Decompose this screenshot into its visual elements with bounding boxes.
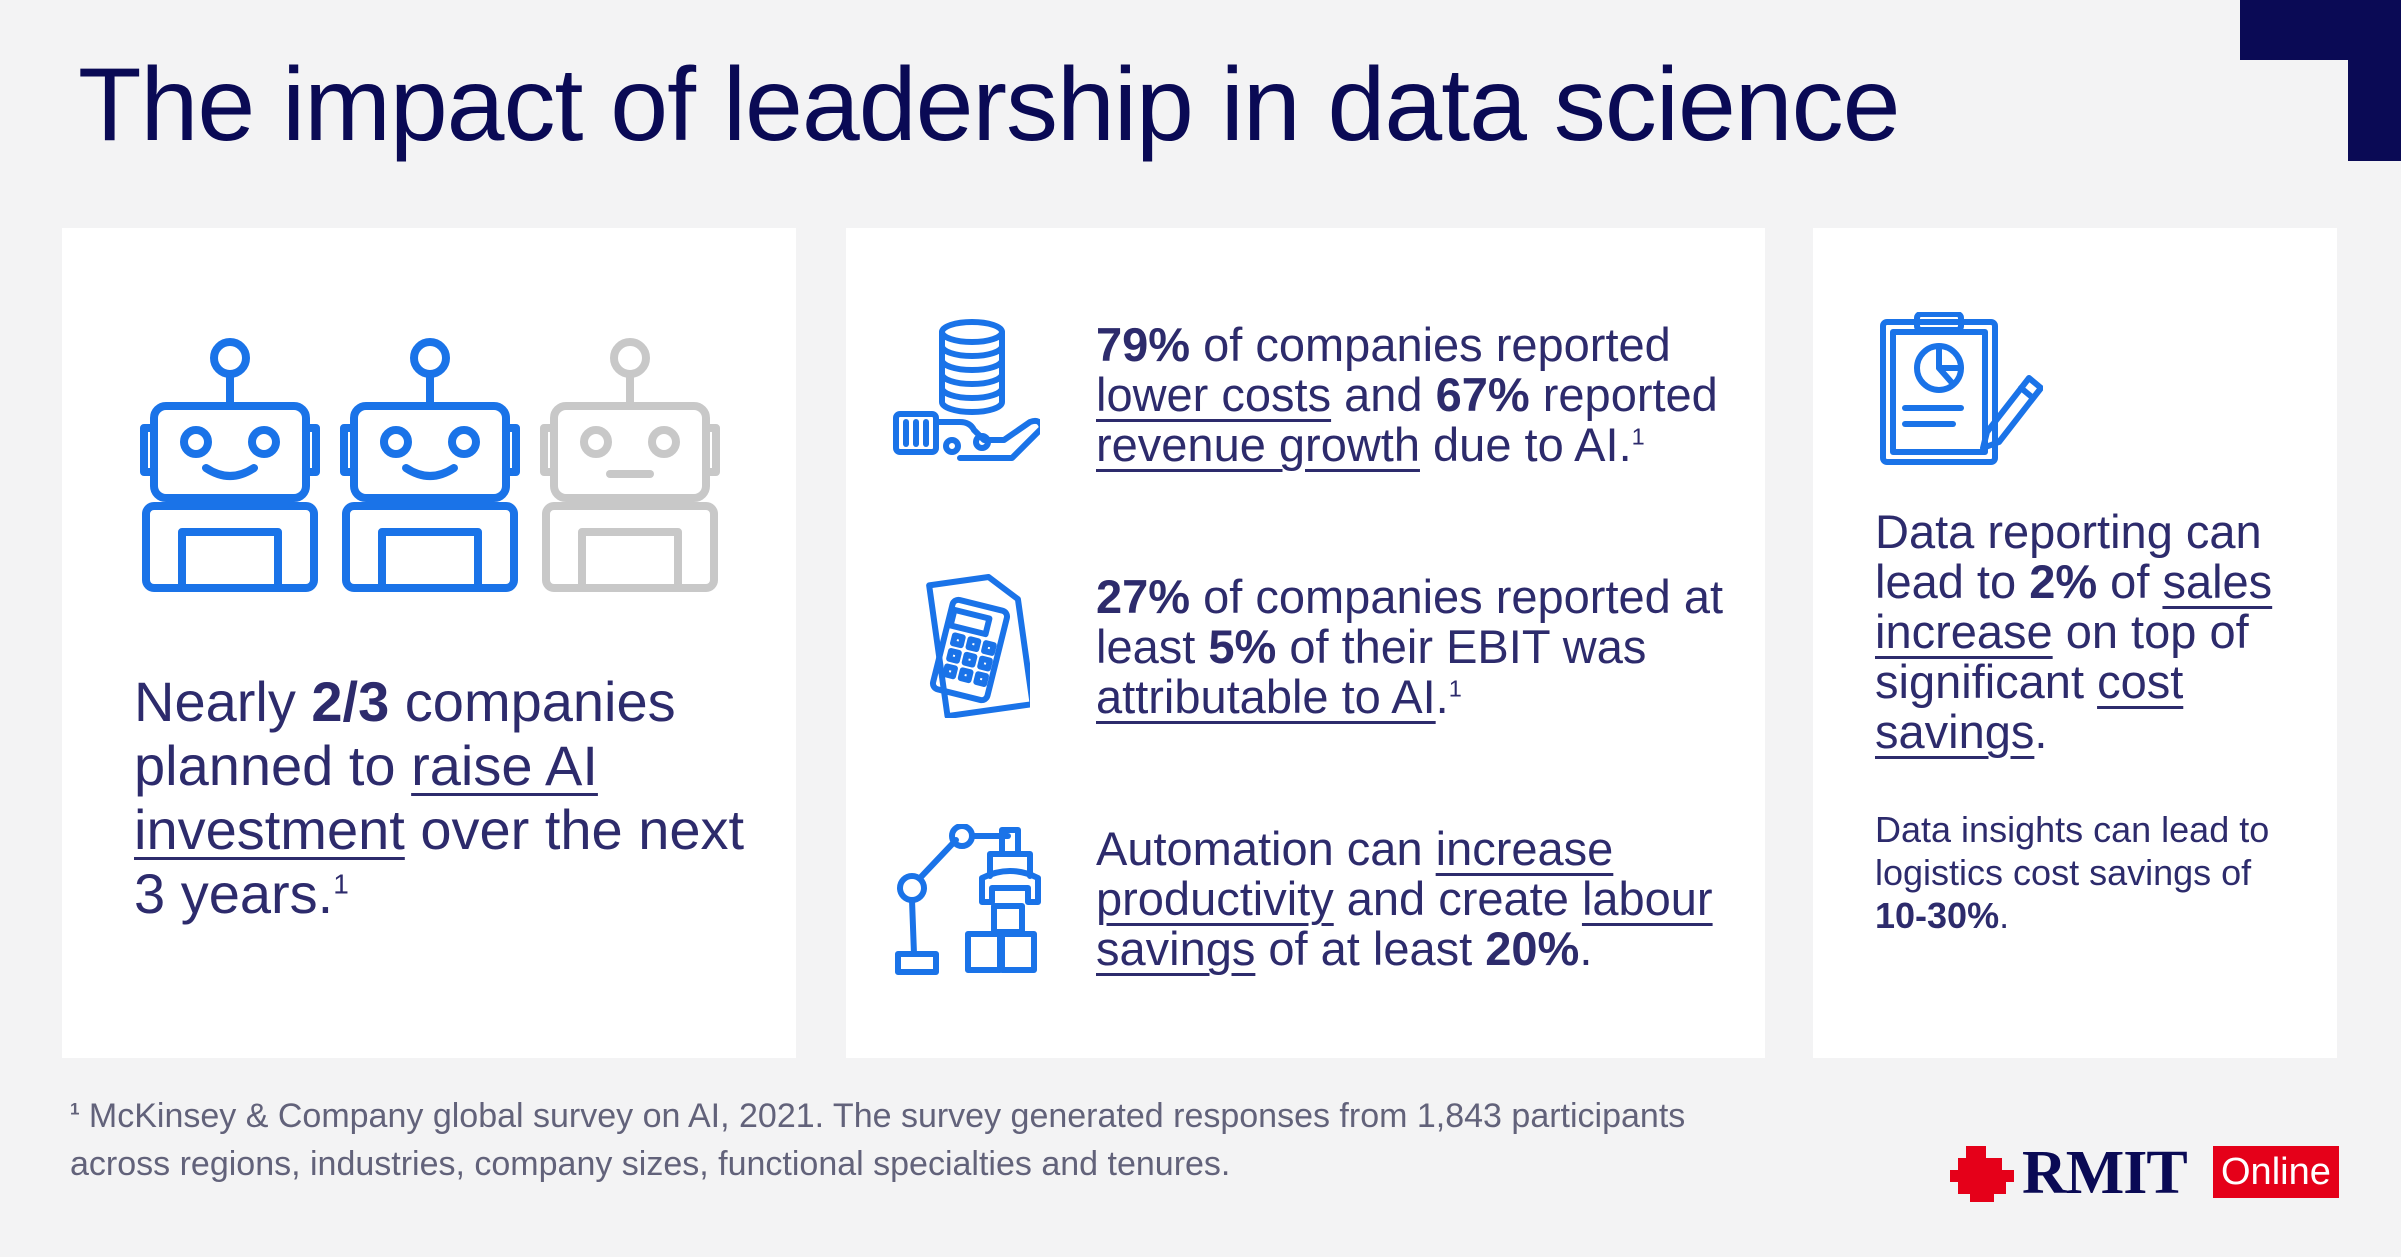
- robot-icon-neutral-gray: [540, 338, 720, 592]
- robot-icon-smiling: [140, 338, 320, 592]
- robotic-arm-icon: [895, 824, 1041, 975]
- page-title: The impact of leadership in data science: [78, 47, 1900, 163]
- ai-investment-card: Nearly 2/3 companies planned to raise AI…: [62, 228, 796, 1058]
- ai-stats-card: 79% of companies reported lower costs an…: [846, 228, 1765, 1058]
- automation-stat: Automation can increase productivity and…: [1096, 822, 1713, 975]
- lower-costs-link[interactable]: lower costs: [1096, 368, 1332, 421]
- robot-icon-smiling: [340, 338, 520, 592]
- online-badge: Online: [2213, 1146, 2339, 1198]
- footnote-text: McKinsey & Company global survey on AI, …: [70, 1097, 1686, 1183]
- rmit-wordmark: RMIT: [2022, 1139, 2188, 1207]
- revenue-growth-link[interactable]: revenue growth: [1096, 418, 1420, 471]
- source-footnote: 1 McKinsey & Company global survey on AI…: [70, 1092, 1770, 1188]
- coins-hand-icon: [893, 319, 1040, 461]
- raise-ai-investment-link[interactable]: raise AI investment: [134, 734, 598, 861]
- data-reporting-text: Data reporting can lead to 2% of sales i…: [1875, 505, 2273, 758]
- labour-savings-link[interactable]: labour savings: [1096, 872, 1713, 975]
- report-clipboard-pencil-icon: [1880, 312, 2043, 465]
- footnote-marker: 1: [70, 1099, 80, 1119]
- data-insights-text: Data insights can lead to logistics cost…: [1875, 809, 2270, 936]
- attributable-to-ai-link[interactable]: attributable to AI: [1096, 670, 1436, 723]
- ai-investment-text: Nearly 2/3 companies planned to raise AI…: [134, 670, 745, 925]
- sales-increase-link[interactable]: sales increase: [1875, 555, 2273, 658]
- increase-productivity-link[interactable]: increase productivity: [1096, 822, 1614, 925]
- calculator-document-icon: [926, 574, 1030, 718]
- cost-revenue-stat: 79% of companies reported lower costs an…: [1096, 318, 1718, 471]
- ebit-stat: 27% of companies reported at least 5% of…: [1096, 570, 1724, 723]
- corner-decoration-right: [2348, 60, 2401, 161]
- cost-savings-link[interactable]: cost savings: [1875, 655, 2184, 758]
- corner-decoration-top: [2240, 0, 2401, 60]
- rmit-pixel-mark-icon: [1950, 1146, 2014, 1202]
- data-reporting-card: Data reporting can lead to 2% of sales i…: [1813, 228, 2337, 1058]
